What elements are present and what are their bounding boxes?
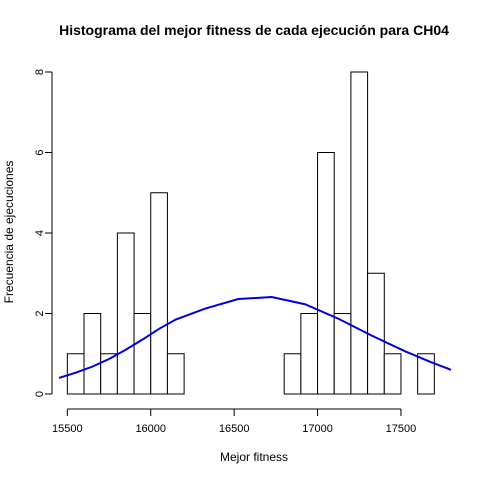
histogram-bar bbox=[367, 272, 385, 395]
histogram-bar bbox=[116, 232, 135, 395]
chart-title: Histograma del mejor fitness de cada eje… bbox=[59, 22, 449, 38]
y-tick-label: 0 bbox=[34, 391, 46, 397]
histogram-bar bbox=[150, 192, 168, 395]
y-tick-label: 8 bbox=[34, 69, 46, 75]
histogram-bar bbox=[283, 353, 302, 395]
y-tick-label: 2 bbox=[34, 310, 46, 316]
x-tick-label: 16000 bbox=[135, 423, 166, 435]
histogram-bar bbox=[300, 313, 319, 395]
density-curve bbox=[58, 295, 452, 379]
density-curve-group bbox=[58, 295, 452, 379]
histogram-bar bbox=[383, 353, 402, 395]
x-tick-label: 15500 bbox=[52, 423, 83, 435]
y-tick-label: 4 bbox=[34, 230, 46, 236]
histogram-bars bbox=[66, 71, 435, 395]
histogram-bar bbox=[417, 353, 435, 395]
x-tick-label: 17000 bbox=[302, 423, 333, 435]
x-axis-label: Mejor fitness bbox=[220, 450, 288, 464]
histogram-bar bbox=[166, 353, 185, 395]
x-tick-label: 16500 bbox=[219, 423, 250, 435]
x-tick-label: 17500 bbox=[386, 423, 417, 435]
y-axis-label: Frecuencia de ejecuciones bbox=[2, 161, 16, 304]
histogram-bar bbox=[333, 313, 352, 395]
y-tick-label: 6 bbox=[34, 149, 46, 155]
histogram-bar bbox=[350, 71, 369, 395]
x-axis: 15500 16000 16500 17000 17500 bbox=[52, 408, 417, 435]
histogram-bar bbox=[317, 152, 335, 395]
histogram-bar bbox=[133, 313, 152, 395]
y-axis: 0 2 4 6 8 bbox=[34, 69, 53, 397]
histogram-bar bbox=[83, 313, 102, 395]
